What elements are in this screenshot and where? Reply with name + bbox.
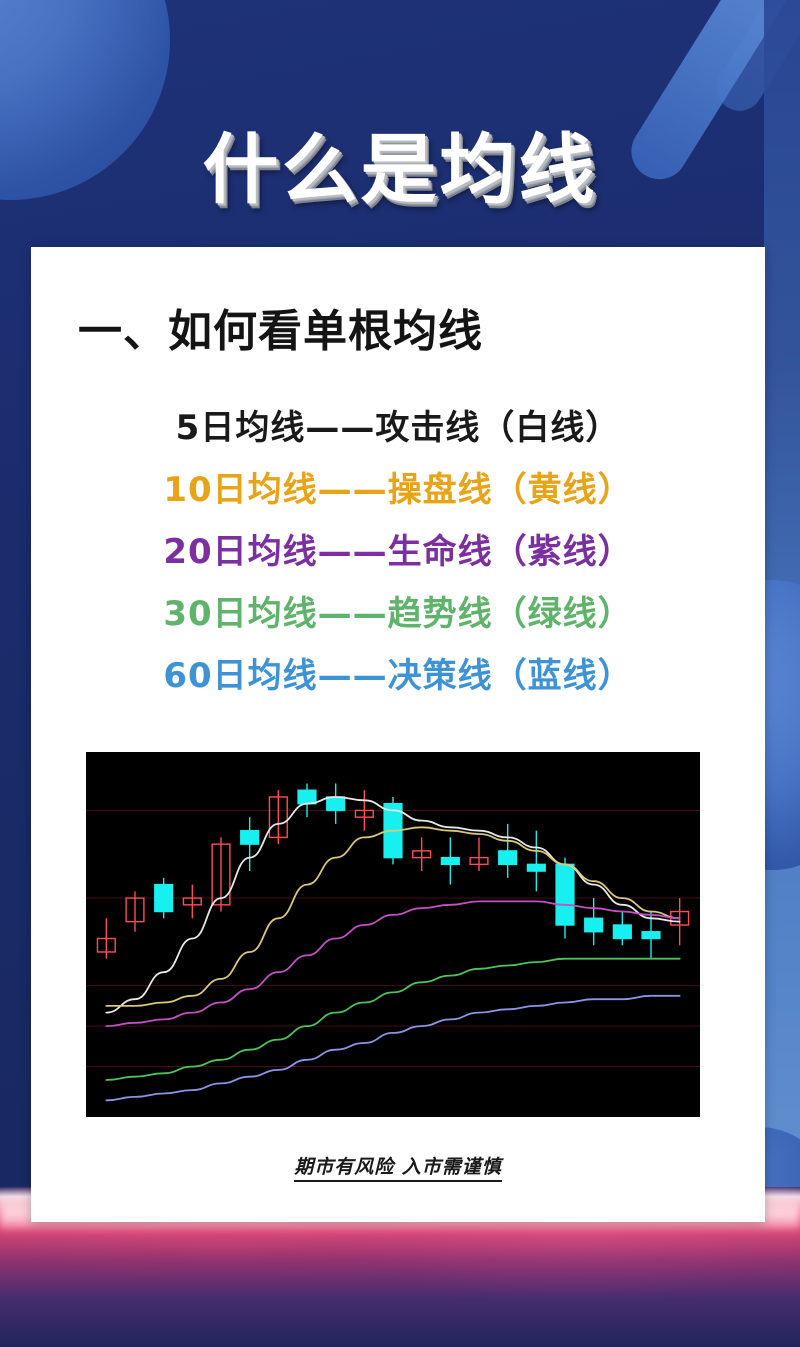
ma-line-60: 60日均线——决策线（蓝线）	[163, 656, 633, 696]
ma-line-10: 10日均线——操盘线（黄线）	[163, 470, 633, 510]
ma-line-20: 20日均线——生命线（紫线）	[163, 532, 633, 572]
ma-line-30: 30日均线——趋势线（绿线）	[163, 594, 633, 634]
poster-title: 什么是均线	[202, 125, 598, 214]
section-heading: 一、如何看单根均线	[78, 306, 483, 357]
risk-disclaimer: 期市有风险 入市需谨慎	[31, 1152, 765, 1182]
ma-definition-list: 5日均线——攻击线（白线） 10日均线——操盘线（黄线） 20日均线——生命线（…	[31, 397, 765, 707]
candlestick-chart	[86, 752, 700, 1117]
risk-disclaimer-text: 期市有风险 入市需谨慎	[294, 1156, 502, 1182]
candlestick-chart-svg	[86, 783, 700, 1102]
content-card: 一、如何看单根均线 5日均线——攻击线（白线） 10日均线——操盘线（黄线） 2…	[31, 247, 765, 1222]
ma-line-5: 5日均线——攻击线（白线）	[175, 408, 621, 448]
